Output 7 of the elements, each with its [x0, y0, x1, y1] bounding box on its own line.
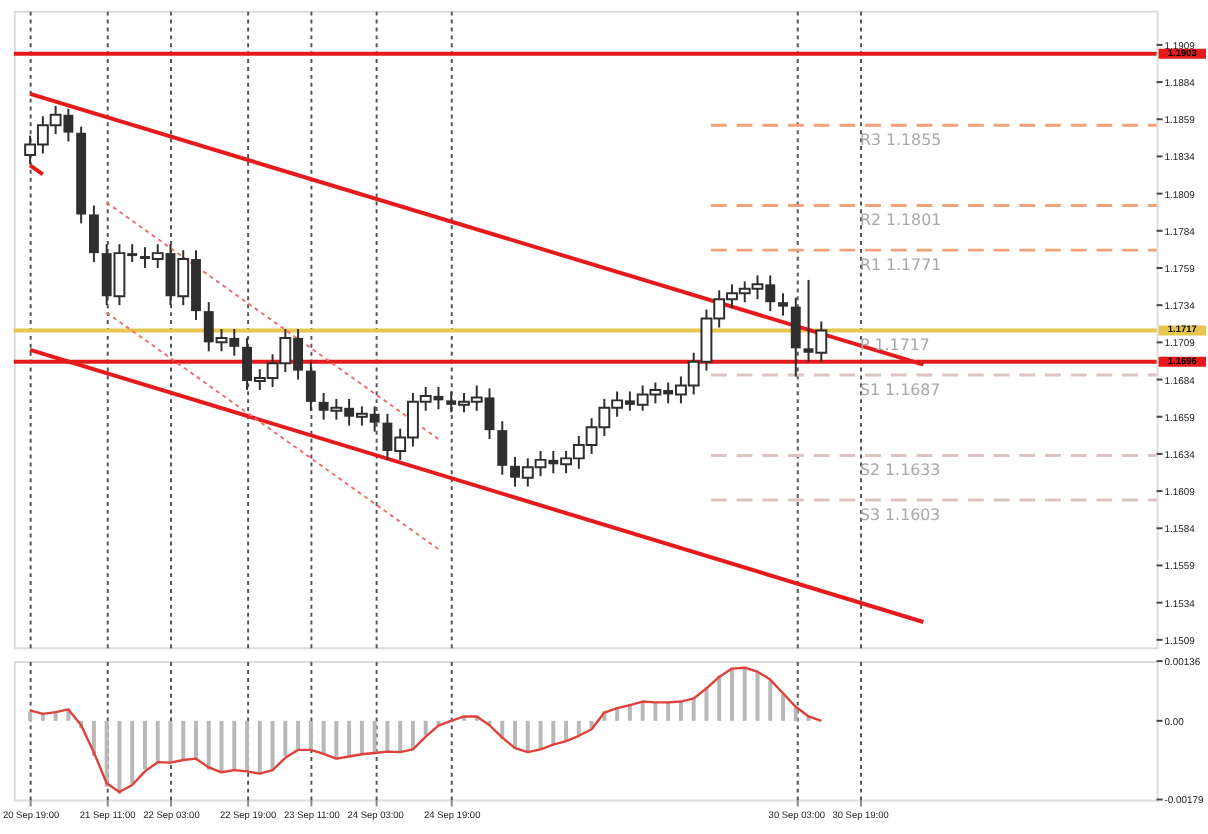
- annotation: S1 1.1687: [860, 380, 941, 399]
- annotation: S2 1.1633: [860, 461, 941, 480]
- annotation: R1 1.1771: [860, 255, 942, 274]
- annotation: R2 1.1801: [860, 211, 942, 230]
- annotation: S3 1.1603: [860, 505, 941, 524]
- annotation: P 1.1717: [860, 336, 930, 355]
- annotation: R3 1.1855: [860, 130, 942, 149]
